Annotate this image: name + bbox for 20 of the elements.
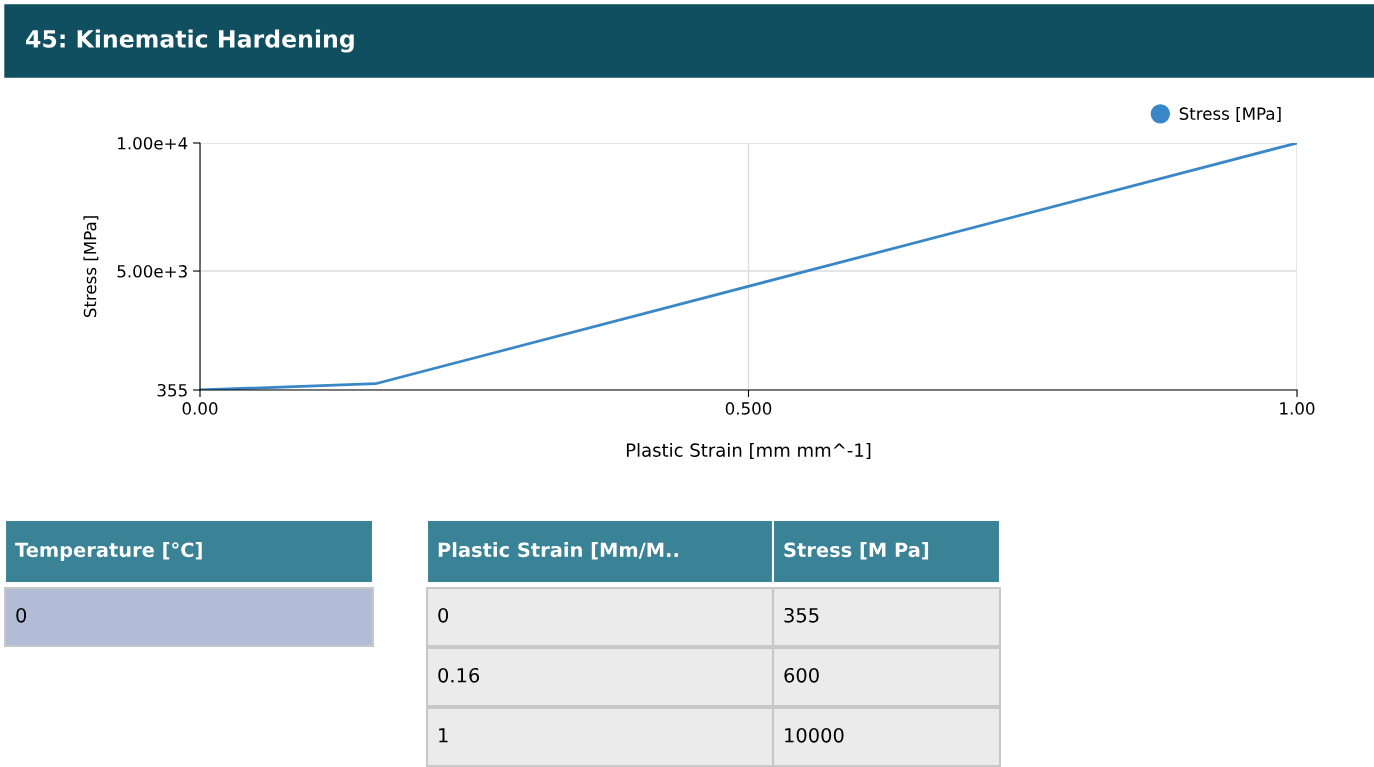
y-tick-label: 355 <box>157 383 187 397</box>
y-tick-label: 1.00e+4 <box>118 136 188 150</box>
legend-label: Stress [MPa] <box>1179 107 1281 122</box>
chart-title: 45: Kinematic Hardening <box>26 29 354 53</box>
text: 600 <box>784 667 819 683</box>
text: 0 <box>438 607 449 623</box>
x-tick-label: 0.500 <box>725 402 772 415</box>
x-axis-title: Plastic Strain [mm mm^-1] <box>626 442 871 460</box>
y-axis-title: Stress [MPa] <box>83 216 99 318</box>
text: 10000 <box>785 727 844 743</box>
text: Temperature [°C] <box>15 542 202 561</box>
text: Stress [M Pa] <box>784 542 929 560</box>
text: 355 <box>784 607 819 623</box>
text: 0.16 <box>438 667 480 683</box>
text: Plastic Strain [Mm/M.. <box>438 542 678 560</box>
x-tick-label: 1.00 <box>1280 402 1315 415</box>
text: 1 <box>439 728 448 743</box>
text: 0 <box>16 607 27 623</box>
y-tick-label: 5.00e+3 <box>117 265 187 278</box>
x-tick-label: 0.00 <box>182 402 218 415</box>
